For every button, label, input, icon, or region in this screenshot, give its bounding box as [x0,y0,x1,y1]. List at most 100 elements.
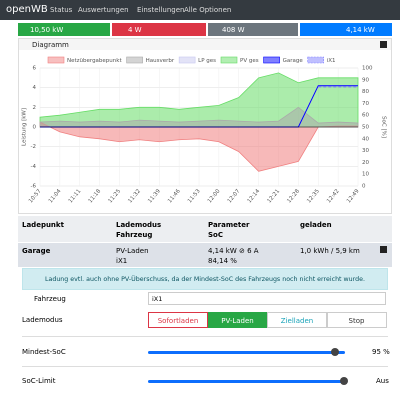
th: Ladepunkt [22,221,64,229]
status-pv [18,23,110,36]
y2-tick-label: 50 [362,125,369,131]
label: Fahrzeug [34,295,66,303]
slider-track[interactable] [148,380,345,383]
legend-label: Netzübergabepunkt [67,58,122,64]
card-header [19,39,391,50]
mode-button[interactable]: Sofortladen [148,312,208,328]
x-tick-label: 12:07 [227,188,242,204]
series-area [39,72,359,128]
legend-swatch [220,56,238,64]
x-tick-label: 11:18 [88,188,103,204]
x-tick-label: 12:21 [266,188,281,204]
card-title: Diagramm [32,41,69,49]
y2-tick-label: 80 [362,89,369,95]
series-area [39,106,359,128]
legend-swatch [307,56,325,64]
y2-tick-label: 30 [362,148,369,154]
x-tick-label: 12:35 [306,188,321,204]
x-tick-label: 11:53 [187,188,202,204]
y-tick-label: 6 [33,66,37,72]
x-tick-label: 12:14 [247,188,262,204]
x-tick-label: 11:46 [167,188,182,204]
x-tick-label: 10:57 [28,188,43,204]
y-tick-label: -2 [31,144,36,150]
legend-label: iX1 [327,58,336,64]
mode-button[interactable]: Stop [326,312,387,328]
slider-track[interactable] [148,351,345,354]
table-row [18,243,392,267]
legend-swatch [263,56,280,64]
y-tick-label: 2 [33,105,37,111]
legend-label: PV ges [240,58,259,64]
status-text: 4 W [128,26,142,34]
x-tick-label: 11:32 [127,188,142,204]
y2-tick-label: 60 [362,113,369,119]
status-grid [112,23,206,36]
th: Fahrzeug [116,231,153,239]
brand[interactable]: openWB [6,4,48,15]
slider-thumb[interactable] [331,348,340,356]
th: Lademodus [116,221,162,229]
divider [22,366,388,367]
label: SoC-Limit [22,377,56,385]
td: iX1 [116,257,128,265]
y-axis-label: Leistung [kW] [22,108,28,146]
x-tick-label: 12:00 [207,188,222,204]
y2-tick-label: 100 [362,66,373,72]
slider-thumb[interactable] [340,377,348,385]
td: 4,14 kW ⊘ 6 A [208,247,259,255]
y2-axis-label: SoC [%] [381,116,387,138]
nav-link[interactable]: Alle Optionen [184,6,232,14]
select[interactable] [148,292,386,305]
td: 84,14 % [208,257,237,265]
card [18,38,392,214]
divider [22,336,388,337]
y-tick-label: 0 [33,125,37,131]
th: geladen [300,221,332,229]
x-tick-label: 12:42 [326,188,341,204]
y2-tick-label: 0 [362,184,366,190]
y2-tick-label: 40 [362,136,369,142]
navbar [0,0,400,20]
status-text: 10,50 kW [30,26,64,34]
status-house [208,23,298,36]
y-tick-label: 4 [33,85,37,91]
legend-swatch [126,56,143,64]
nav-link[interactable]: Status [50,6,73,14]
th: Parameter [208,221,250,229]
alert-text: Ladung evtl. auch ohne PV-Überschuss, da… [44,276,366,283]
y2-tick-label: 20 [362,160,369,166]
x-tick-label: 11:11 [68,188,83,204]
slider-value: 95 % [372,348,390,356]
collapse-button[interactable] [380,41,387,48]
label: Lademodus [22,316,63,324]
th: SoC [208,231,223,239]
y-tick-label: -6 [31,184,37,190]
mode-button[interactable]: Zielladen [267,312,327,328]
td: Garage [22,247,51,255]
label: Mindest-SoC [22,348,66,356]
legend-label: Garage [283,58,304,64]
nav-link[interactable]: Auswertungen [78,6,129,14]
td: PV-Laden [116,247,149,255]
status-charge [300,23,392,36]
td: 1,0 kWh / 5,9 km [300,247,360,255]
x-tick-label: 11:04 [48,188,63,204]
y2-tick-label: 90 [362,77,369,83]
slider-value: Aus [376,377,389,385]
x-tick-label: 12:28 [286,188,301,204]
x-tick-label: 11:39 [147,188,162,204]
table-header [18,216,392,242]
y2-tick-label: 10 [362,172,369,178]
status-text: 4,14 kW [346,26,375,34]
legend-label: Hausverbr [146,58,175,64]
nav-link[interactable]: Einstellungen [137,6,185,14]
legend-swatch [178,56,196,64]
mode-button[interactable]: PV-Laden [207,312,268,328]
expand-button[interactable] [380,246,387,253]
legend-swatch [47,56,65,64]
legend-label: LP ges [198,58,216,64]
select-value: iX1 [152,295,163,303]
